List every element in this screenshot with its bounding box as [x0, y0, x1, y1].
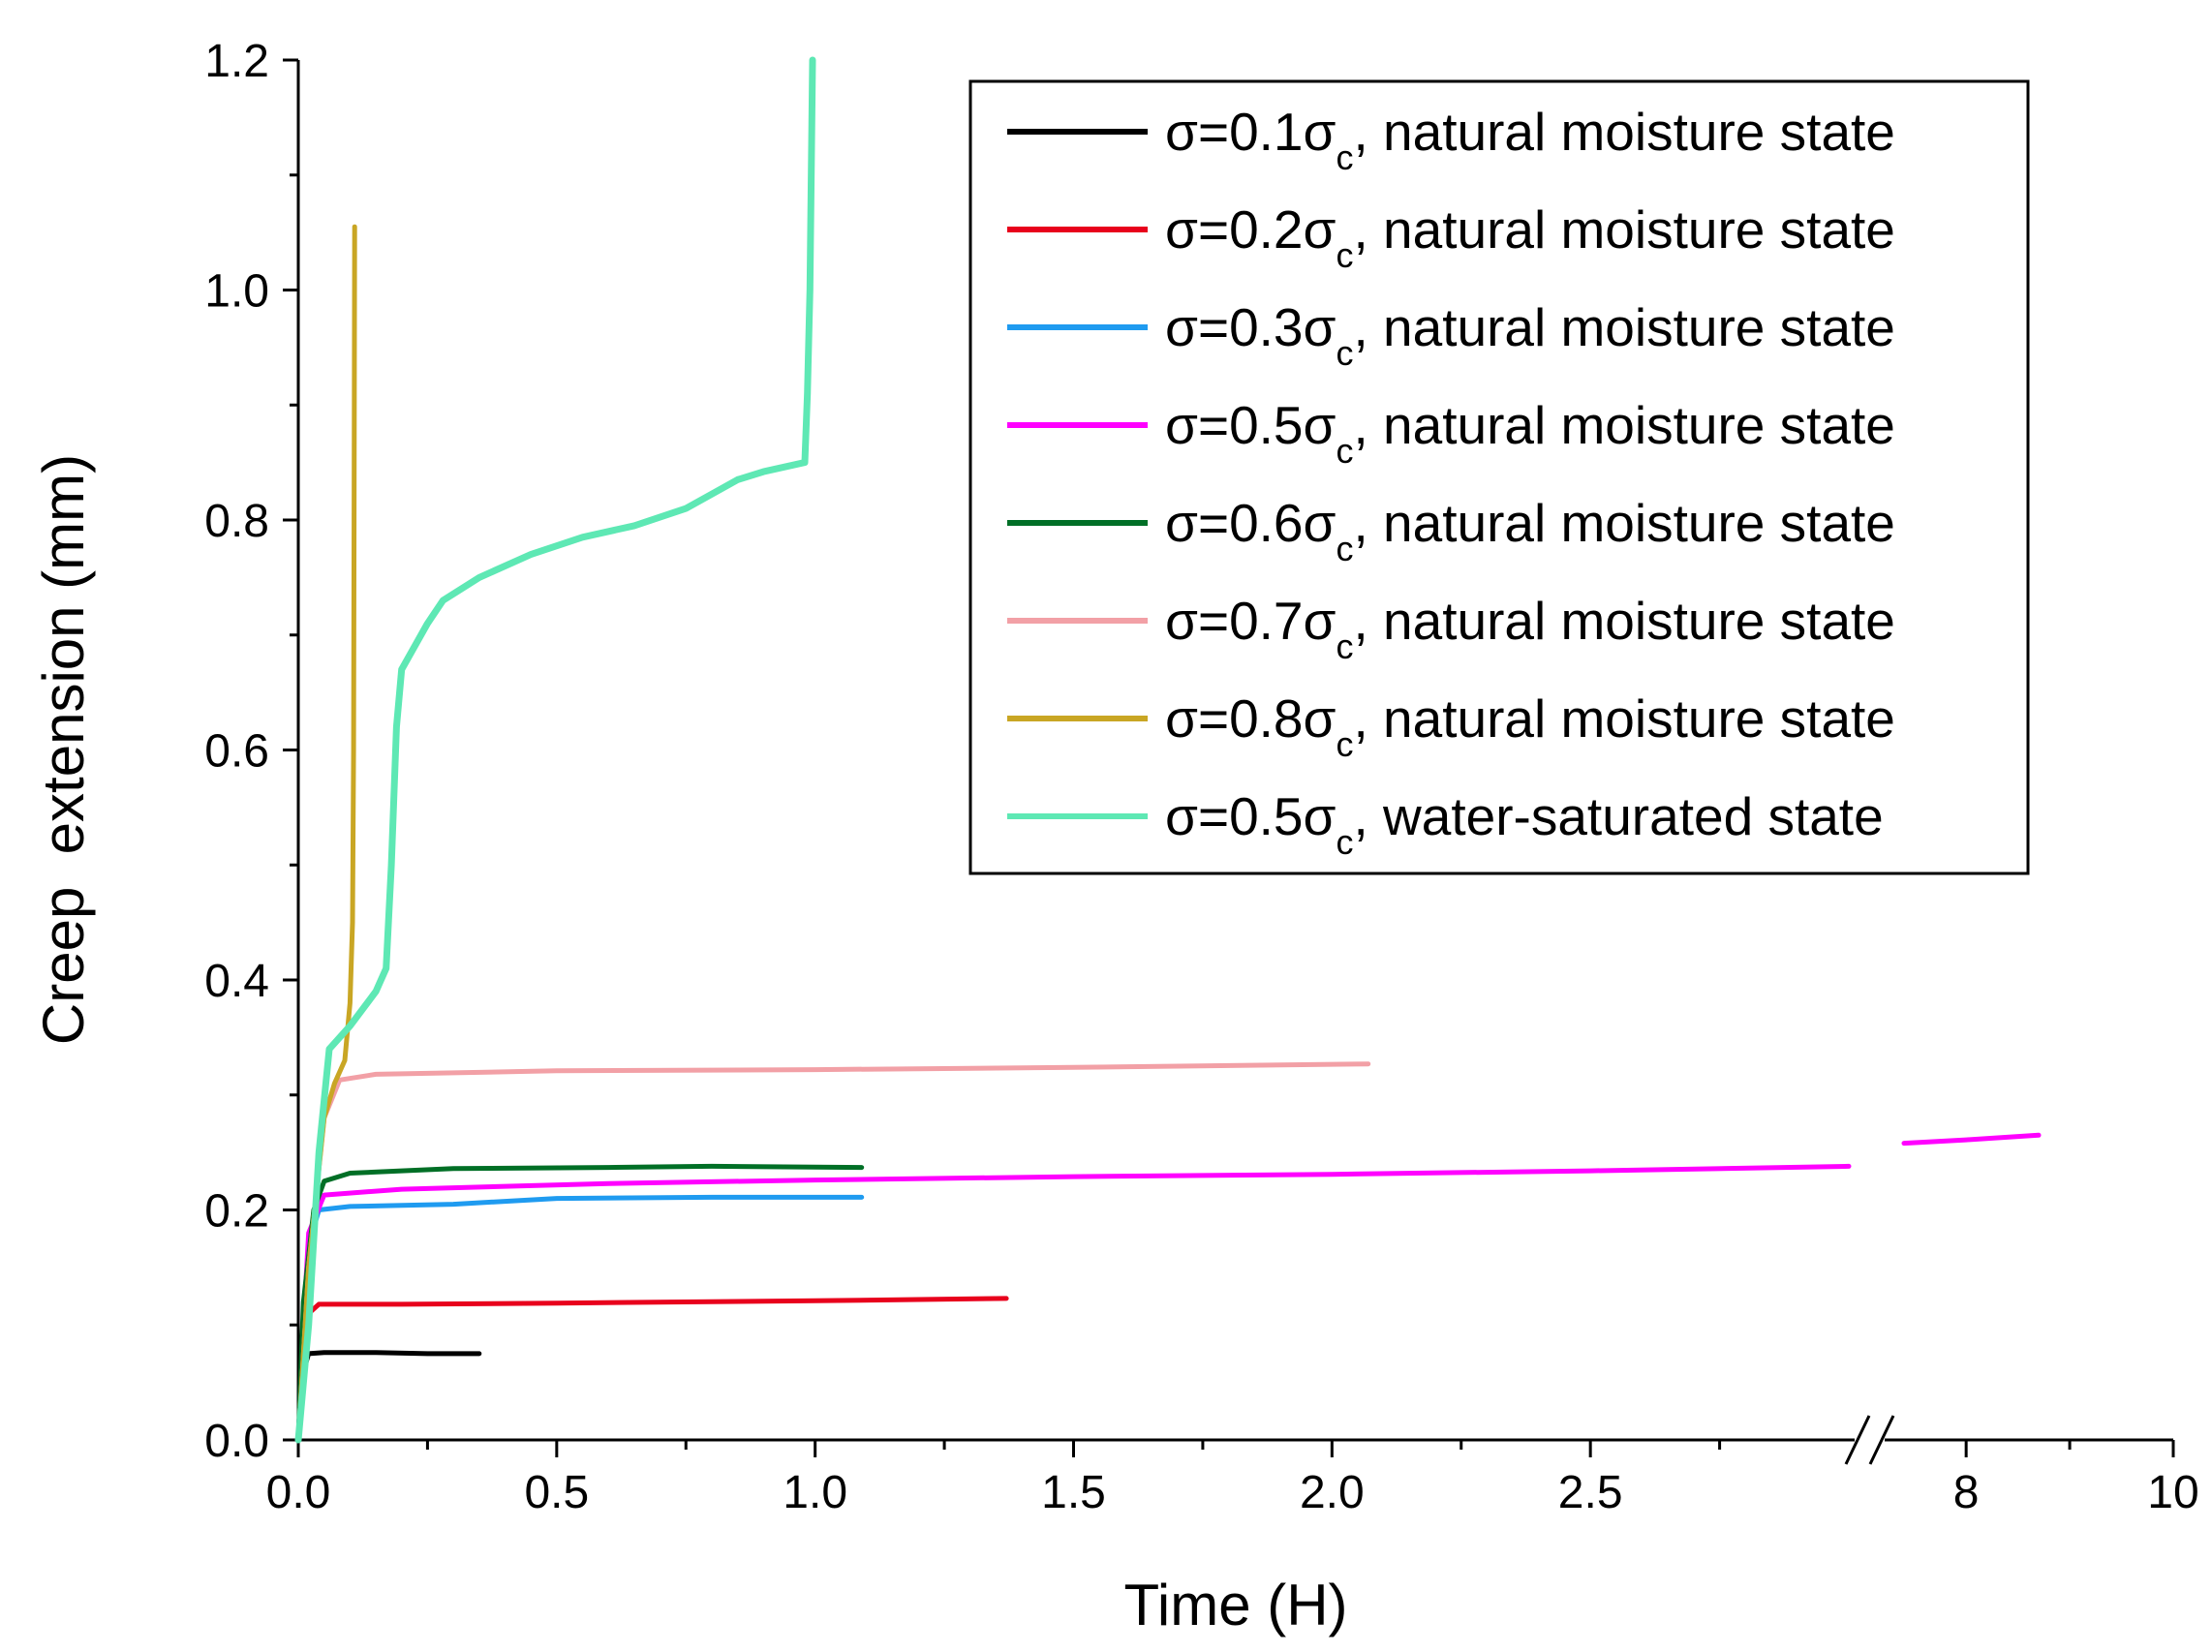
legend: σ=0.1σc, natural moisture state σ=0.2σc, … [968, 79, 2030, 875]
x-tick-label: 1.0 [783, 1467, 847, 1518]
y-tick-label: 0.8 [204, 496, 269, 547]
legend-label-7: σ=0.8σc, natural moisture state [1165, 688, 1895, 764]
axis-break-mark-2 [1868, 1415, 1895, 1465]
x-tick-label: 0.5 [524, 1467, 589, 1518]
x-tick-label: 1.5 [1041, 1467, 1106, 1518]
y-ticks: 0.0 0.2 0.4 0.6 0.8 1.0 1.2 [204, 36, 298, 1467]
y-tick-label: 0.6 [204, 726, 269, 778]
y-tick-label: 0.4 [204, 956, 269, 1007]
legend-label-3: σ=0.3σc, natural moisture state [1165, 297, 1895, 373]
y-tick-label: 0.2 [204, 1186, 269, 1238]
series-line-1 [295, 1350, 482, 1443]
y-tick-label: 1.2 [204, 36, 269, 87]
legend-box [968, 79, 2030, 875]
x-ticks: 0.0 0.5 1.0 1.5 2.0 2.5 8 10 [266, 1440, 2199, 1518]
axis-break-mark-1 [1844, 1415, 1871, 1465]
series-layer [294, 56, 2042, 1444]
y-tick-label: 0.0 [204, 1416, 269, 1467]
legend-label-8: σ=0.5σc, water-saturated state [1165, 786, 1884, 862]
legend-label-4: σ=0.5σc, natural moisture state [1165, 395, 1895, 471]
series-line-2 [295, 1296, 1009, 1443]
legend-label-5: σ=0.6σc, natural moisture state [1165, 493, 1895, 568]
legend-label-2: σ=0.2σc, natural moisture state [1165, 199, 1895, 275]
series-line-3 [295, 1194, 865, 1443]
x-tick-label: 8 [1953, 1467, 1980, 1518]
x-tick-label: 2.0 [1300, 1467, 1365, 1518]
x-tick-label: 2.5 [1558, 1467, 1623, 1518]
series-line-6 [295, 1061, 1371, 1443]
x-axis-title: Time (H) [1123, 1573, 1347, 1637]
series-line-8 [294, 56, 816, 1444]
x-tick-label: 0.0 [266, 1467, 331, 1518]
x-tick-label: 10 [2147, 1467, 2198, 1518]
series-line-4 [1901, 1132, 2042, 1147]
legend-label-6: σ=0.7σc, natural moisture state [1165, 591, 1895, 666]
y-axis-title: Creep extension (mm) [31, 454, 96, 1045]
legend-label-1: σ=0.1σc, natural moisture state [1165, 102, 1895, 177]
y-tick-label: 1.0 [204, 266, 269, 318]
